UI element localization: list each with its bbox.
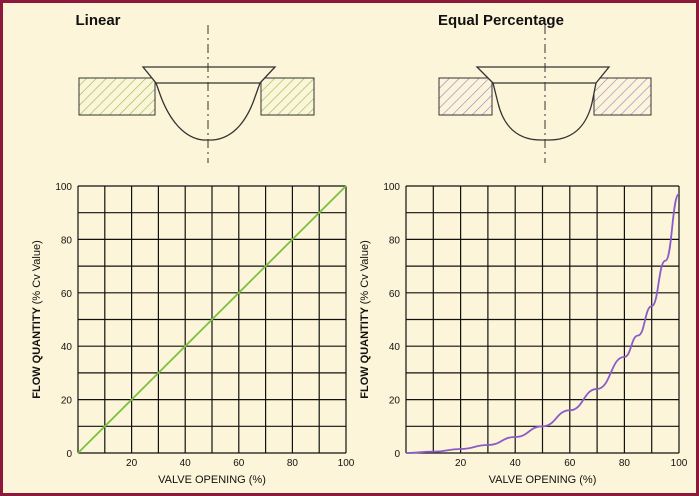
equal-percentage-y-tick-label: 100 — [383, 182, 400, 193]
linear-plug — [141, 66, 277, 141]
equal-percentage-plot: 0 20 40 60 80 100 20 40 60 80 100 VALVE OPENING (%)… — [359, 182, 688, 486]
equal-percentage-y-tick-label: 60 — [389, 289, 401, 300]
equal-percentage-y-tick-label: 20 — [389, 396, 401, 407]
linear-plot: 0 20 40 60 80 100 20 40 60 80 100 VALVE OPENING (%)… — [31, 182, 355, 486]
linear-y-tick-label: 80 — [61, 235, 73, 246]
equal-percentage-seat-right — [593, 77, 652, 116]
linear-y-tick-label: 100 — [55, 182, 72, 193]
linear-x-tick-label: 80 — [287, 458, 299, 469]
equal-percentage-valve-diagram — [438, 25, 652, 163]
equal-percentage-y-axis-label: FLOW QUANTITY (% Cv Value) — [359, 240, 371, 399]
linear-x-axis-label: VALVE OPENING (%) — [158, 474, 266, 486]
equal-percentage-seat-left — [438, 77, 493, 116]
linear-panel: Linear 0 20 40 60 80 100 20 40 60 80 100 VALVE OPEN… — [3, 3, 355, 493]
linear-x-tick-label: 60 — [233, 458, 245, 469]
equal-percentage-x-tick-label: 80 — [619, 458, 631, 469]
equal-percentage-title: Equal Percentage — [438, 12, 564, 29]
linear-valve-diagram — [78, 25, 315, 163]
linear-y-tick-label: 60 — [61, 289, 73, 300]
linear-y-tick-label: 0 — [66, 449, 72, 460]
linear-seat-left — [78, 77, 156, 116]
equal-percentage-plug — [475, 66, 611, 141]
equal-percentage-y-tick-label: 40 — [389, 342, 401, 353]
linear-seat-right — [260, 77, 315, 116]
equal-percentage-panel: Equal Percentage 0 20 40 60 80 100 20 40 60 80 100… — [346, 3, 688, 493]
linear-series-line — [77, 185, 347, 454]
linear-chart-svg: 0 20 40 60 80 100 20 40 60 80 100 VALVE OPENING (%)… — [31, 25, 355, 486]
linear-y-axis-label: FLOW QUANTITY (% Cv Value) — [31, 240, 43, 399]
linear-title: Linear — [75, 12, 121, 29]
linear-x-tick-label: 20 — [126, 458, 138, 469]
equal-percentage-y-tick-label: 80 — [389, 235, 401, 246]
linear-x-tick-label: 40 — [180, 458, 192, 469]
linear-y-tick-label: 20 — [61, 396, 73, 407]
equal-percentage-x-tick-label: 60 — [564, 458, 576, 469]
equal-percentage-y-tick-label: 0 — [394, 449, 400, 460]
linear-y-tick-label: 40 — [61, 342, 73, 353]
equal-percentage-series-line — [405, 193, 680, 454]
linear-x-tick-label: 100 — [338, 458, 355, 469]
equal-percentage-x-tick-label: 100 — [671, 458, 688, 469]
equal-percentage-x-tick-label: 40 — [510, 458, 522, 469]
equal-percentage-x-tick-label: 20 — [455, 458, 467, 469]
equal-percentage-x-axis-label: VALVE OPENING (%) — [489, 474, 597, 486]
equal-percentage-chart-svg: 0 20 40 60 80 100 20 40 60 80 100 VALVE OPENING (%)… — [359, 25, 688, 486]
